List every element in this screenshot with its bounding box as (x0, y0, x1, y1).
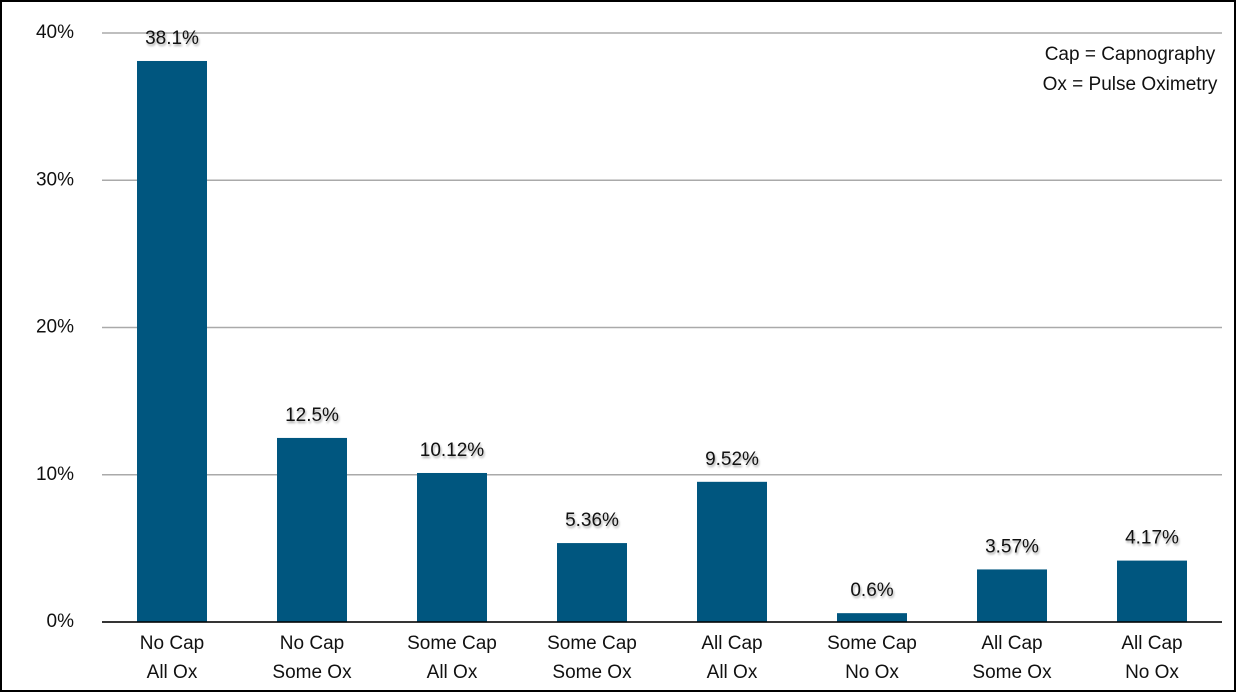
bar (1117, 560, 1187, 622)
x-tick-label: All Cap (701, 633, 762, 654)
bar (977, 569, 1047, 622)
x-tick-label: Some Ox (552, 662, 632, 683)
x-tick-label: All Cap (981, 633, 1042, 654)
x-tick-label: Some Cap (547, 633, 637, 654)
y-tick-label: 10% (36, 464, 74, 485)
x-tick-label: All Ox (707, 662, 758, 683)
x-tick-label: Some Cap (827, 633, 917, 654)
value-label: 3.57% (985, 536, 1039, 557)
x-tick-label: Some Cap (407, 633, 497, 654)
value-label: 0.6% (850, 580, 893, 601)
bar (557, 543, 627, 622)
bar (417, 472, 487, 622)
annotation: Ox = Pulse Oximetry (1043, 74, 1218, 95)
bar (697, 481, 767, 622)
annotation: Cap = Capnography (1045, 44, 1216, 65)
value-label: 12.5% (285, 405, 339, 426)
x-tick-label: All Cap (1121, 633, 1182, 654)
x-tick-label: No Ox (845, 662, 899, 683)
x-tick-label: All Ox (427, 662, 478, 683)
value-label: 4.17% (1125, 528, 1179, 549)
bar (837, 613, 907, 622)
value-label: 38.1% (145, 28, 199, 49)
value-label: 5.36% (565, 510, 619, 531)
x-tick-label: No Ox (1125, 662, 1179, 683)
value-label: 10.12% (420, 440, 485, 461)
y-tick-label: 20% (36, 317, 74, 338)
bar (137, 60, 207, 623)
x-tick-label: All Ox (147, 662, 198, 683)
x-tick-label: Some Ox (272, 662, 352, 683)
bar (277, 437, 347, 622)
value-label: 9.52% (705, 449, 759, 470)
y-tick-label: 30% (36, 169, 74, 190)
x-tick-label: No Cap (140, 633, 204, 654)
y-tick-label: 0% (47, 611, 75, 632)
y-tick-label: 40% (36, 22, 74, 43)
x-tick-label: Some Ox (972, 662, 1052, 683)
x-tick-label: No Cap (280, 633, 344, 654)
